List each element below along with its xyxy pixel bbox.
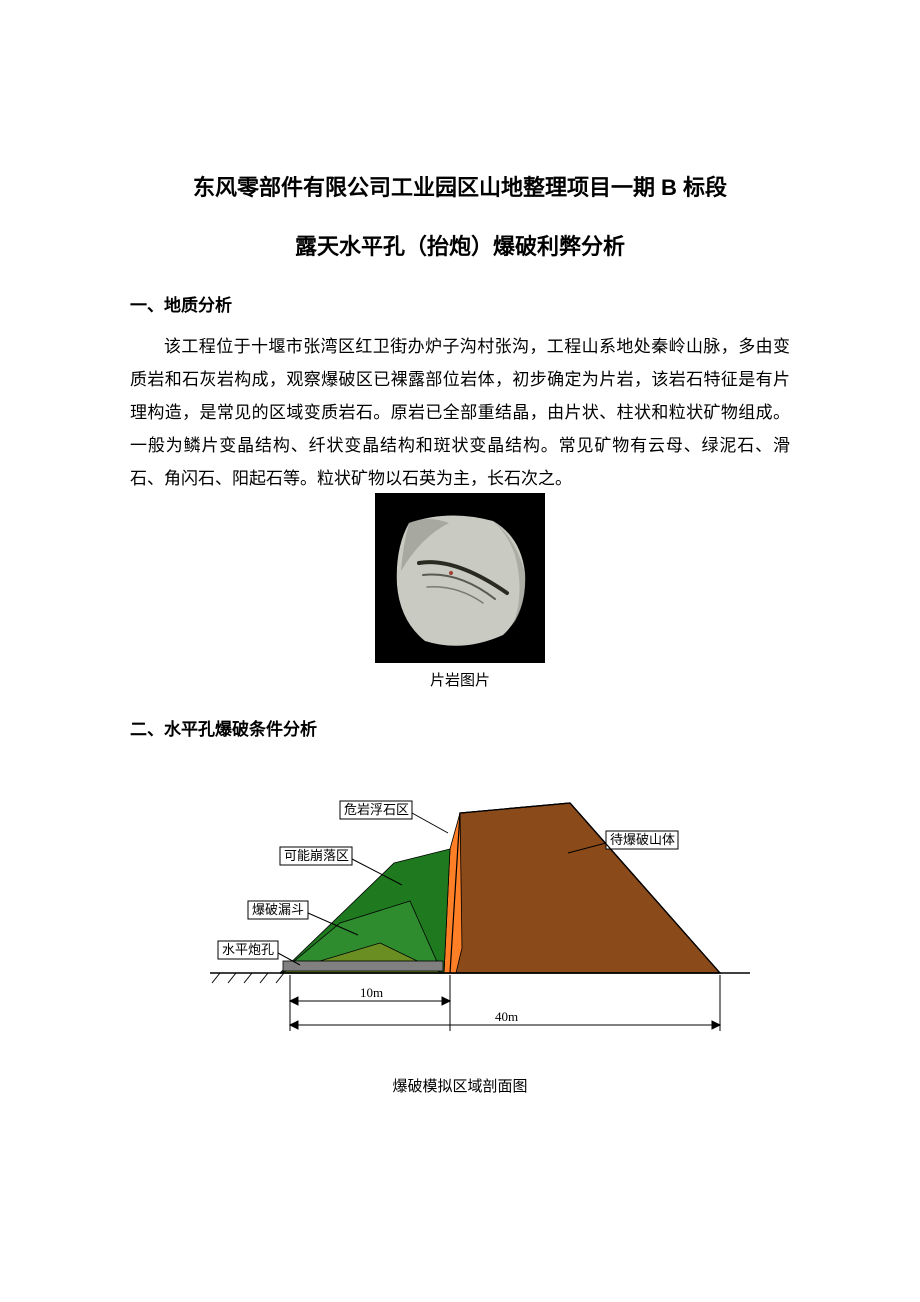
dim-40m-label: 40m	[495, 1009, 518, 1024]
diagram-caption: 爆破模拟区域剖面图	[130, 1075, 790, 1096]
section1-paragraph: 该工程位于十堰市张湾区红卫街办炉子沟村张沟，工程山系地处秦岭山脉，多由变质岩和石…	[130, 330, 790, 496]
rock-figure	[375, 493, 545, 663]
svg-text:危岩浮石区: 危岩浮石区	[344, 802, 409, 817]
section1-heading: 一、地质分析	[130, 292, 790, 319]
title-line-1: 东风零部件有限公司工业园区山地整理项目一期 B 标段	[130, 170, 790, 205]
borehole-bar	[283, 961, 443, 971]
svg-text:爆破漏斗: 爆破漏斗	[252, 902, 304, 917]
section2-heading: 二、水平孔爆破条件分析	[130, 716, 790, 743]
svg-text:待爆破山体: 待爆破山体	[610, 832, 675, 847]
title-line-2: 露天水平孔（抬炮）爆破利弊分析	[130, 229, 790, 264]
svg-text:可能崩落区: 可能崩落区	[284, 848, 349, 863]
figure1-caption: 片岩图片	[130, 669, 790, 690]
rock-illustration-svg	[375, 493, 545, 663]
cross-section-diagram: 10m 40m 危岩浮石区 可能崩落区 爆破漏斗	[150, 753, 770, 1053]
cross-section-svg: 10m 40m 危岩浮石区 可能崩落区 爆破漏斗	[150, 753, 770, 1053]
svg-text:水平炮孔: 水平炮孔	[222, 942, 274, 957]
dim-10m-label: 10m	[360, 985, 383, 1000]
